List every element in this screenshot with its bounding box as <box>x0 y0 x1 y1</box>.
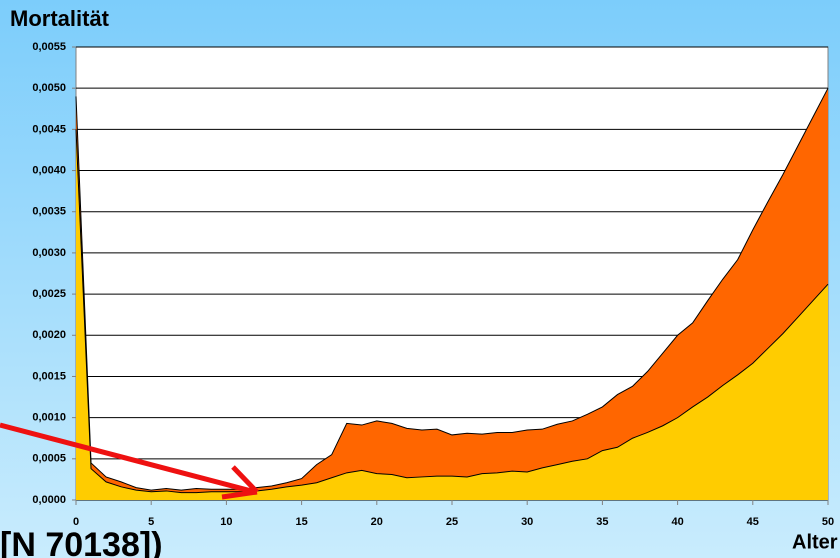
y-tick-label: 0,0020 <box>32 329 66 341</box>
x-tick-label: 50 <box>822 516 834 528</box>
annotation: [N 70138]) <box>0 526 163 558</box>
x-axis-label: Alter <box>792 531 838 553</box>
y-tick-label: 0,0015 <box>32 370 66 382</box>
x-tick-label: 20 <box>371 516 383 528</box>
y-tick-label: 0,0000 <box>32 494 66 506</box>
y-tick-label: 0,0025 <box>32 288 66 300</box>
x-tick-label: 25 <box>446 516 458 528</box>
area-fill <box>76 88 828 500</box>
x-tick-label: 35 <box>596 516 608 528</box>
x-tick-label: 30 <box>521 516 533 528</box>
x-tick-label: 45 <box>747 516 759 528</box>
labels: 0,0000 0,0005 0,0010 0,0015 0,0020 0,0025 0,00… <box>32 41 834 528</box>
areas <box>75 87 829 500</box>
area-outline <box>75 129 829 494</box>
y-tick-label: 0,0040 <box>32 164 66 176</box>
y-tick-label: 0,0030 <box>32 247 66 259</box>
area-fill <box>76 129 828 500</box>
x-tick-label: 0 <box>73 516 79 528</box>
y-tick-label: 0,0005 <box>32 453 66 465</box>
y-tick-label: 0,0045 <box>32 123 66 135</box>
x-tick-label: 40 <box>671 516 683 528</box>
x-tick-label: 10 <box>220 516 232 528</box>
area-outline <box>75 87 829 491</box>
arrow <box>0 422 259 500</box>
arrow-shaft <box>0 422 256 495</box>
y-tick-label: 0,0035 <box>32 206 66 218</box>
arrow-head <box>231 465 259 494</box>
x-tick-label: 15 <box>295 516 307 528</box>
x-tick-label: 5 <box>148 516 154 528</box>
chart-title: Mortalität <box>10 6 110 31</box>
y-tick-label: 0,0010 <box>32 412 66 424</box>
arrow-head <box>221 489 258 500</box>
y-tick-label: 0,0050 <box>32 82 66 94</box>
y-tick-label: 0,0055 <box>32 41 66 53</box>
